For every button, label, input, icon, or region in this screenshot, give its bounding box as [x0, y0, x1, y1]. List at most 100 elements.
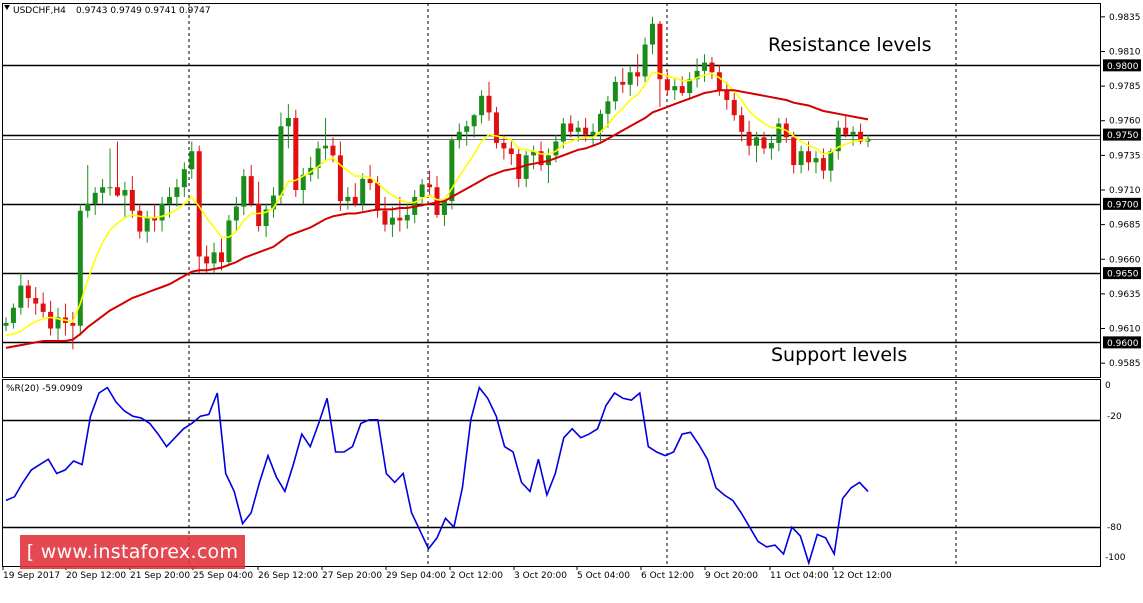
candle-body: [248, 176, 254, 204]
candle-body: [664, 79, 670, 91]
level-label-box: [1103, 267, 1141, 280]
candle-body: [657, 23, 663, 80]
candle-body: [850, 131, 856, 135]
time-tick-label: 6 Oct 12:00: [641, 571, 694, 581]
time-tick-label: 29 Sep 04:00: [386, 571, 446, 581]
level-label: 0.9600: [1107, 339, 1139, 349]
time-tick-label: 19 Sep 2017: [3, 571, 60, 581]
candle-body: [597, 113, 603, 132]
candle-body: [3, 322, 9, 326]
candle-body: [382, 210, 388, 225]
candle-body: [241, 176, 247, 207]
price-tick-label: 0.9685: [1109, 221, 1141, 231]
candle-body: [10, 307, 16, 323]
level-label: 0.9650: [1107, 270, 1139, 280]
candle-body: [493, 112, 499, 143]
candle-body: [620, 81, 626, 85]
time-tick-label: 20 Sep 12:00: [66, 571, 126, 581]
candle-body: [820, 158, 826, 171]
candle-body: [635, 72, 641, 77]
candle-body: [271, 195, 277, 210]
candle-body: [716, 72, 722, 91]
symbol-label: USDCHF,H4: [13, 6, 66, 16]
candle-body: [768, 142, 774, 149]
candle-body: [152, 217, 158, 221]
time-tick-label: 9 Oct 20:00: [705, 571, 758, 581]
level-label: 0.9750: [1107, 131, 1139, 141]
price-tick-label: 0.9785: [1109, 82, 1141, 92]
triangle-down-icon[interactable]: [4, 5, 10, 10]
chart-area: 0.9835 0.9810 0.9785 0.9760 0.9735 0.9710 0.96…: [2, 3, 1141, 581]
candle-body: [204, 256, 210, 264]
wpr-series: [2, 385, 1101, 566]
level-label: 0.9700: [1107, 200, 1139, 210]
candle-body: [55, 317, 61, 329]
time-tick-label: 21 Sep 20:00: [130, 571, 190, 581]
candle-body: [159, 203, 165, 221]
candle-body: [25, 285, 31, 299]
candle-body: [219, 252, 224, 263]
time-tick-label: 25 Sep 04:00: [193, 571, 253, 581]
candle-body: [330, 145, 336, 156]
candle-body: [441, 201, 447, 215]
candle-body: [590, 131, 596, 135]
candle-body: [367, 178, 373, 184]
candle-body: [456, 131, 462, 141]
candle-body: [92, 192, 98, 204]
level-label-box: [1103, 197, 1141, 210]
price-tick-label: 0.9710: [1109, 186, 1141, 196]
candle-body: [612, 81, 618, 102]
indicator-level-80: -80: [1107, 523, 1122, 533]
candle-body: [48, 311, 54, 329]
candle-body: [129, 190, 135, 211]
horizontal-levels: [2, 64, 1101, 344]
candle-body: [114, 187, 120, 196]
time-tick-label: 27 Sep 20:00: [322, 571, 382, 581]
candle-body: [389, 217, 395, 225]
price-tick-label: 0.9610: [1109, 325, 1141, 335]
candle-body: [196, 151, 202, 257]
candles: [3, 16, 871, 350]
indicator-level-20: -20: [1107, 412, 1122, 422]
candle-body: [107, 187, 113, 189]
candle-body: [18, 285, 24, 308]
candle-body: [278, 126, 284, 196]
candle-body: [843, 127, 849, 135]
candle-body: [575, 127, 581, 132]
slow-ma-line: [5, 89, 869, 349]
candle-body: [434, 187, 440, 215]
price-tick-label: 0.9760: [1109, 117, 1141, 127]
candle-body: [746, 131, 752, 146]
candle-body: [798, 151, 804, 166]
candle-body: [211, 252, 217, 264]
candle-body: [40, 303, 46, 312]
quote-label: 0.9743 0.9749 0.9741 0.9747: [76, 6, 211, 16]
candle-body: [33, 298, 39, 304]
candle-body: [754, 137, 760, 146]
candle-body: [256, 203, 262, 227]
price-tick-label: 0.9635: [1109, 290, 1141, 300]
candle-body: [464, 126, 470, 132]
indicator-panel-frame: [2, 379, 1101, 567]
wpr-line: [5, 385, 869, 566]
candle-body: [835, 127, 841, 152]
candle-body: [739, 115, 745, 132]
candle-body: [397, 217, 403, 221]
candle-body: [508, 148, 514, 154]
candle-body: [516, 153, 522, 179]
candle-body: [858, 131, 864, 142]
candle-body: [806, 151, 812, 163]
price-tick-label: 0.9735: [1109, 151, 1141, 161]
candle-body: [501, 142, 507, 149]
watermark-text: [ www.instaforex.com ]: [26, 541, 239, 597]
price-tick-label: 0.9585: [1109, 359, 1141, 369]
candle-body: [285, 117, 291, 127]
candle-body: [486, 95, 492, 113]
candle-body: [375, 183, 381, 211]
candle-body: [627, 72, 633, 85]
candle-body: [523, 155, 529, 179]
candle-body: [352, 196, 358, 204]
indicator-level-100: -100: [1105, 553, 1126, 563]
candle-body: [583, 127, 589, 135]
level-label-box: [1103, 128, 1141, 141]
